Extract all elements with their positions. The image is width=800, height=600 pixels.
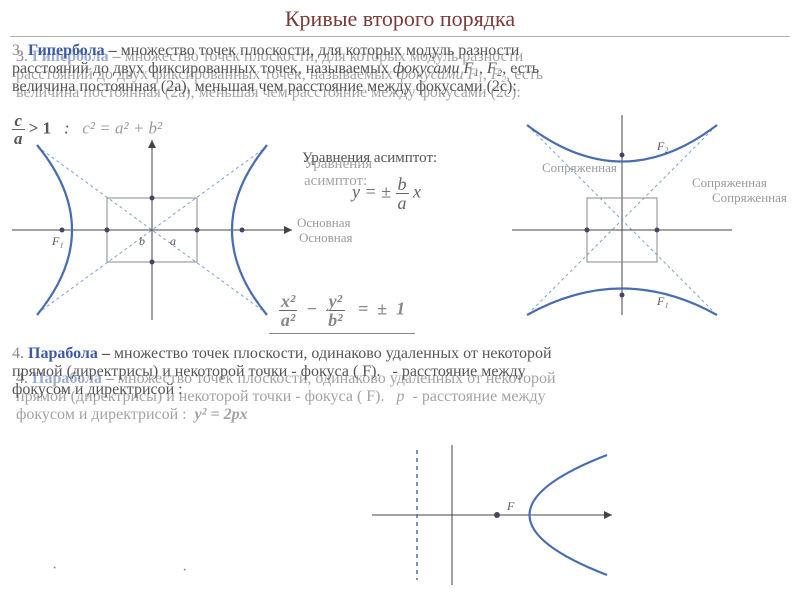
para-number: 4.	[12, 345, 24, 362]
hyperbola-right-graph: F₂ F₁	[502, 110, 782, 320]
asym-title: Уравнения асимптот: Уравнения асимптот:	[302, 150, 437, 167]
title-rule	[10, 36, 790, 37]
label-b: b	[139, 234, 145, 248]
asym-eq: y = ± ba x	[352, 175, 421, 212]
label-a: a	[170, 234, 176, 248]
hyper-name: Гипербола	[28, 42, 105, 59]
label-f1r: F₁	[656, 294, 669, 308]
slide: Кривые второго порядка 3. Гипербола – мн…	[0, 0, 800, 600]
para-name: Парабола	[28, 345, 98, 362]
label-f2r: F₂	[656, 139, 669, 153]
slide-body: 3. Гипербола – множество точек плоскости…	[12, 40, 788, 590]
hyper-canonical: x²a² − y²b² = ± 1	[192, 290, 492, 338]
hyper-number: 3.	[12, 42, 24, 59]
note-conj-2: Сопряженная	[542, 160, 617, 176]
label-f1: F₁	[51, 234, 64, 248]
label-F-para: F	[506, 499, 515, 513]
note-conj-1: Сопряженная	[692, 175, 767, 191]
parabola-graph: F	[362, 440, 622, 590]
note-main-1s: Основная	[299, 230, 352, 246]
page-title: Кривые второго порядка	[0, 6, 800, 32]
hyper-def: 3. Гипербола – множество точек плоскости…	[12, 42, 788, 96]
note-conj-1s: Сопряженная	[712, 190, 787, 206]
note-main-1: Основная	[297, 215, 350, 231]
para-def: 4. Парабола – множество точек плоскости,…	[12, 345, 788, 399]
